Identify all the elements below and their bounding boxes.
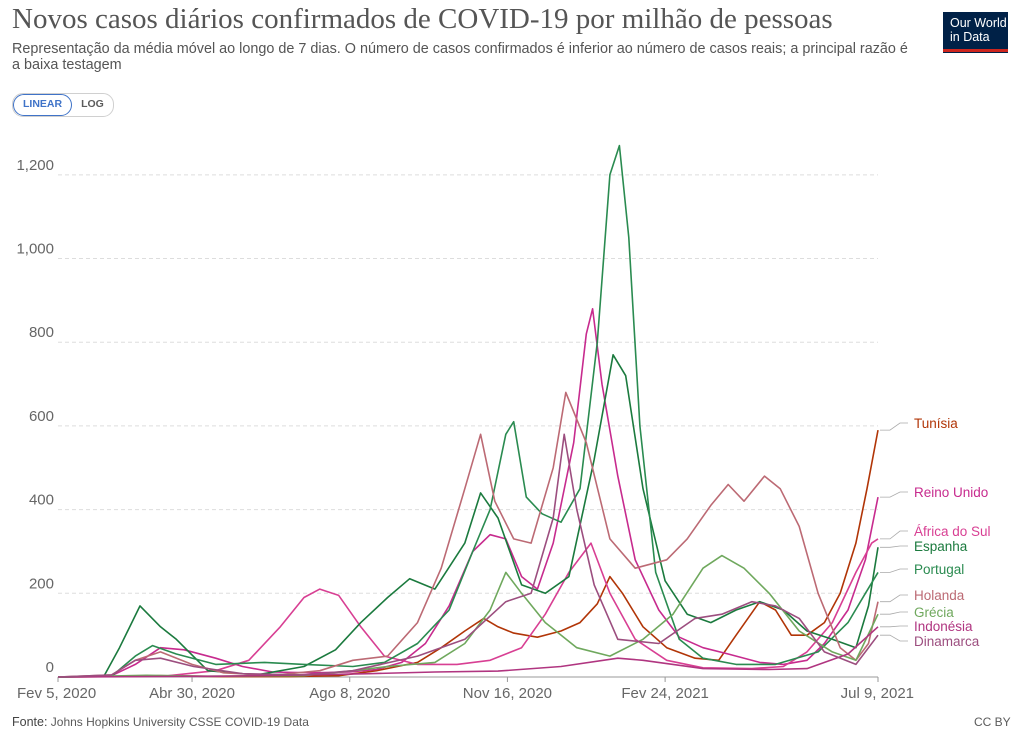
x-tick-label: Jul 9, 2021 [841, 685, 914, 702]
series-line-Grécia[interactable] [57, 554, 879, 678]
source-text[interactable]: Johns Hopkins University CSSE COVID-19 D… [50, 715, 309, 729]
y-tick-label: 400 [29, 492, 54, 509]
linear-button[interactable]: LINEAR [13, 94, 73, 116]
y-axis: 0 200 400 600 800 1,000 1,200 [16, 157, 54, 676]
series-label[interactable]: Holanda [914, 588, 965, 603]
label-connector [880, 594, 908, 603]
y-tick-label: 0 [46, 659, 54, 676]
owid-logo[interactable]: Our World in Data [943, 12, 1008, 53]
series-label[interactable]: Tunísia [914, 416, 958, 431]
chart-title: Novos casos diários confirmados de COVID… [12, 3, 833, 35]
series-line-Portugal[interactable] [57, 144, 879, 678]
y-tick-label: 1,200 [16, 157, 54, 174]
label-connector [880, 530, 908, 540]
series-line-África do Sul[interactable] [57, 538, 879, 678]
y-tick-label: 200 [29, 575, 54, 592]
x-tick-label: Ago 8, 2020 [309, 685, 390, 702]
logo-line-1: Our World [950, 16, 1007, 30]
source-note: Fonte: Johns Hopkins University CSSE COV… [12, 715, 309, 729]
series-label[interactable]: Grécia [914, 605, 954, 620]
logo-line-2: in Data [950, 30, 990, 44]
y-tick-label: 800 [29, 324, 54, 341]
label-connector [880, 568, 908, 573]
x-tick-label: Fev 24, 2021 [621, 685, 709, 702]
label-connector [880, 625, 908, 628]
chart-subtitle: Representação da média móvel ao longo de… [12, 41, 908, 73]
x-tick-label: Nov 16, 2020 [463, 685, 552, 702]
log-button[interactable]: LOG [81, 98, 104, 110]
label-connector [880, 545, 908, 548]
label-connector [880, 634, 908, 642]
series-label[interactable]: Portugal [914, 562, 964, 577]
series-label[interactable]: Dinamarca [914, 634, 980, 649]
series-label[interactable]: Indonésia [914, 619, 973, 634]
series-label[interactable]: Espanha [914, 539, 968, 554]
series-line-Indonésia[interactable] [57, 626, 879, 678]
series-line-Dinamarca[interactable] [57, 433, 879, 678]
x-tick-label: Fev 5, 2020 [17, 685, 96, 702]
scale-toggle: LINEAR LOG [12, 93, 114, 117]
label-connector [880, 422, 908, 431]
y-tick-label: 1,000 [16, 241, 54, 258]
series-label[interactable]: África do Sul [914, 524, 991, 539]
gridlines [58, 174, 878, 678]
logo-accent-bar [943, 49, 1008, 52]
license-link[interactable]: CC BY [974, 715, 1011, 729]
source-label: Fonte: [12, 715, 48, 729]
x-tick-label: Abr 30, 2020 [149, 685, 235, 702]
label-connector [880, 491, 908, 498]
x-axis: Fev 5, 2020 Abr 30, 2020 Ago 8, 2020 Nov 16… [17, 677, 914, 702]
series-label[interactable]: Reino Unido [914, 485, 988, 500]
series-lines [57, 144, 879, 678]
y-tick-label: 600 [29, 408, 54, 425]
series-line-Reino Unido[interactable] [57, 308, 879, 678]
label-connector [880, 611, 908, 615]
